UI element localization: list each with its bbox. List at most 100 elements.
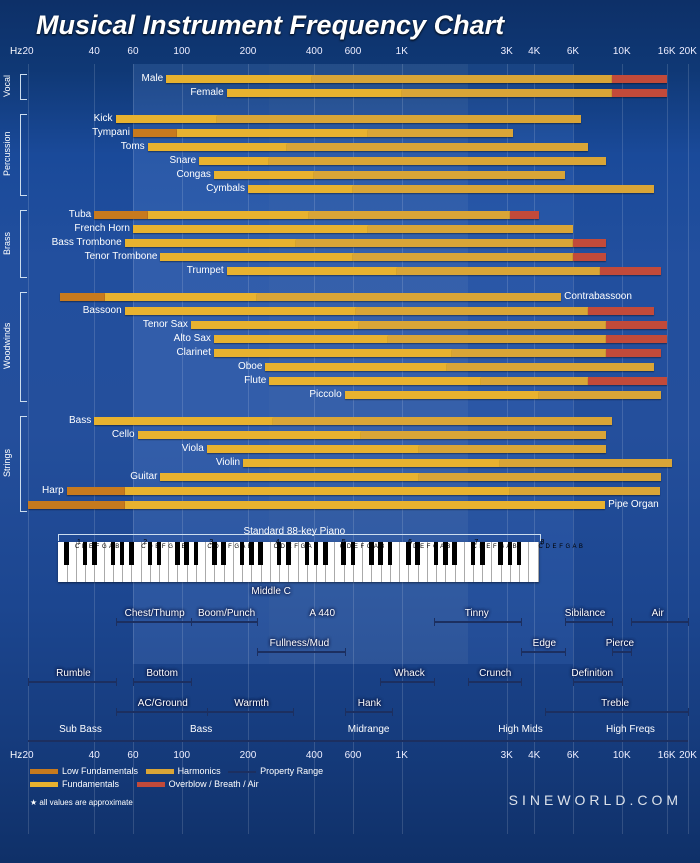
freq-segment: [359, 321, 606, 329]
legend: Low Fundamentals Harmonics Property Rang…: [30, 766, 323, 789]
freq-segment: [573, 239, 606, 247]
freq-segment: [125, 239, 296, 247]
axis-tick-bottom: 20K: [679, 750, 697, 761]
instrument-label: Oboe: [238, 361, 265, 372]
frequency-descriptor: Treble: [601, 698, 629, 709]
group-bracket: [20, 416, 27, 512]
freq-segment: [447, 363, 654, 371]
freq-segment: [125, 501, 605, 509]
instrument-row: Alto Sax: [28, 334, 688, 348]
freq-segment: [500, 459, 672, 467]
descriptor-range: [565, 621, 612, 623]
axis-tick-bottom: 400: [306, 750, 323, 761]
instrument-row: Contrabassoon: [28, 292, 688, 306]
axis-tick-bottom: 1K: [396, 750, 408, 761]
freq-segment: [588, 377, 667, 385]
legend-low: Low Fundamentals: [62, 766, 138, 776]
range-label: High Mids: [468, 726, 573, 752]
freq-segment: [265, 363, 446, 371]
freq-segment: [227, 89, 402, 97]
axis-tick: 60: [127, 46, 138, 57]
instrument-row: Congas: [28, 170, 688, 184]
instrument-row: Harp: [28, 486, 688, 500]
instrument-row: Toms: [28, 142, 688, 156]
instrument-label: Male: [142, 73, 167, 84]
freq-segment: [361, 431, 607, 439]
freq-segment: [125, 307, 356, 315]
freq-segment: [606, 321, 666, 329]
freq-segment: [419, 473, 660, 481]
instrument-row: Violin: [28, 458, 688, 472]
freq-segment: [402, 89, 612, 97]
axis-tick-bottom: 200: [240, 750, 257, 761]
axis-tick-bottom: 60: [127, 750, 138, 761]
axis-tick: 3K: [501, 46, 513, 57]
frequency-descriptor: Tinny: [465, 608, 489, 619]
freq-segment: [588, 307, 654, 315]
group-label: Vocal: [2, 74, 18, 98]
descriptor-range: [631, 621, 688, 623]
instrument-label: Bass: [69, 415, 94, 426]
instrument-label: Guitar: [130, 471, 160, 482]
group-label: Strings: [2, 416, 18, 510]
instrument-row: Cello: [28, 430, 688, 444]
freq-segment: [345, 391, 539, 399]
freq-segment: [606, 349, 660, 357]
instrument-label: Tenor Trombone: [85, 251, 161, 262]
freq-segment: [214, 171, 314, 179]
freq-segment: [133, 225, 368, 233]
descriptor-range: [434, 621, 522, 623]
freq-segment: [353, 253, 573, 261]
descriptor-range: [116, 711, 207, 713]
instrument-row: Clarinet: [28, 348, 688, 362]
freq-segment: [191, 321, 359, 329]
group-bracket: [20, 210, 27, 278]
instrument-label: Cymbals: [206, 183, 248, 194]
instrument-label: Congas: [176, 169, 213, 180]
axis-tick-bottom: 16K: [658, 750, 676, 761]
instrument-label: Clarinet: [176, 347, 213, 358]
descriptor-range: [573, 681, 622, 683]
hz-label: Hz: [10, 46, 22, 57]
instrument-label: Female: [190, 87, 226, 98]
freq-segment: [397, 267, 601, 275]
freq-segment: [510, 487, 661, 495]
axis-tick: 40: [89, 46, 100, 57]
freq-segment: [573, 253, 606, 261]
axis-tick-bottom: 40: [89, 750, 100, 761]
freq-segment: [388, 335, 606, 343]
instrument-row: Tenor Trombone: [28, 252, 688, 266]
freq-segment: [207, 445, 419, 453]
freq-segment: [312, 75, 612, 83]
instrument-row: Piccolo: [28, 390, 688, 404]
descriptor-range: [345, 711, 392, 713]
range-label: High Freqs: [573, 726, 688, 752]
freq-segment: [160, 253, 353, 261]
freq-segment: [214, 335, 389, 343]
instrument-row: Bass Trombone: [28, 238, 688, 252]
group-label: Woodwinds: [2, 292, 18, 400]
freq-segment: [94, 417, 273, 425]
freq-segment: [612, 75, 667, 83]
frequency-descriptor: Definition: [571, 668, 613, 679]
descriptor-range: [133, 681, 191, 683]
freq-segment: [296, 239, 573, 247]
freq-segment: [125, 487, 510, 495]
freq-segment: [160, 473, 419, 481]
descriptor-range: [191, 621, 257, 623]
freq-segment: [166, 75, 312, 83]
freq-segment: [227, 267, 397, 275]
instrument-label: Cello: [112, 429, 138, 440]
freq-segment: [148, 211, 310, 219]
frequency-descriptor: Warmth: [234, 698, 269, 709]
freq-segment: [248, 185, 353, 193]
freq-segment: [452, 349, 606, 357]
descriptor-range: [116, 621, 191, 623]
piano-keyboard: C D E F G A B1C D E F G A B2C D E F G A …: [58, 542, 538, 582]
instrument-row: Snare: [28, 156, 688, 170]
freq-segment: [138, 431, 361, 439]
frequency-descriptor: Rumble: [56, 668, 90, 679]
instrument-label: Piccolo: [309, 389, 344, 400]
descriptor-range: [257, 651, 345, 653]
freq-segment: [28, 501, 125, 509]
